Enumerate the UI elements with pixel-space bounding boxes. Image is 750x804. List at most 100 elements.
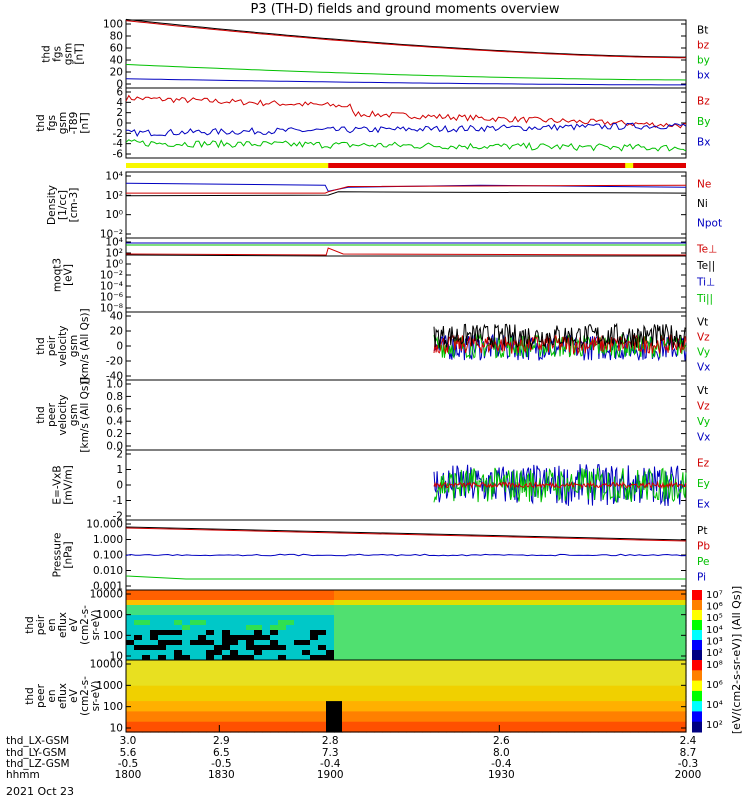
spectrogram-cell: [446, 650, 455, 656]
spectrogram-cell: [662, 660, 671, 666]
y-tick-label: -2: [113, 128, 123, 140]
spectrogram-cell: [398, 675, 407, 682]
spectrogram-cell: [462, 696, 471, 702]
spectrogram-cell: [438, 685, 447, 692]
y-tick-label: 0: [116, 79, 123, 91]
spectrogram-cell: [678, 605, 687, 611]
spectrogram-cell: [166, 706, 175, 712]
spectrogram-cell: [166, 665, 175, 671]
spectrogram-cell: [238, 701, 247, 707]
spectrogram-cell: [646, 690, 655, 697]
spectrogram-cell: [206, 680, 215, 687]
spectrogram-cell: [542, 660, 551, 666]
spectrogram-cell: [174, 620, 183, 626]
spectrogram-cell: [390, 615, 399, 621]
spectrogram-cell: [190, 590, 199, 596]
y-tick-label: 0.8: [106, 391, 123, 403]
spectrogram-cell: [494, 610, 503, 616]
spectrogram-cell: [374, 645, 383, 651]
spectrogram-cell: [286, 635, 295, 641]
spectrogram-cell: [598, 595, 607, 601]
colorbar-tick-label: 10³: [706, 636, 723, 647]
spectrogram-cell: [206, 685, 215, 692]
spectrogram-cell: [654, 615, 663, 621]
spectrogram-cell: [222, 685, 231, 692]
spectrogram-cell: [206, 640, 215, 646]
spectrogram-cell: [486, 660, 495, 666]
spectrogram-cell: [598, 675, 607, 682]
spectrogram-cell: [294, 716, 303, 723]
spectrogram-cell: [414, 615, 423, 621]
x-tick-label: 2.8: [322, 735, 339, 747]
spectrogram-cell: [334, 625, 343, 631]
spectrogram-cell: [422, 726, 431, 733]
spectrogram-cell: [134, 640, 143, 646]
spectrogram-cell: [574, 721, 583, 728]
spectrogram-cell: [462, 620, 471, 626]
spectrogram-cell: [182, 706, 191, 712]
spectrogram-cell: [406, 665, 415, 671]
spectrogram-cell: [630, 650, 639, 656]
spectrogram-cell: [430, 665, 439, 671]
spectrogram-cell: [350, 590, 359, 596]
spectrogram-cell: [246, 726, 255, 733]
spectrogram-cell: [262, 605, 271, 611]
spectrogram-cell: [606, 685, 615, 692]
spectrogram-cell: [134, 625, 143, 631]
y-tick-label: 0.010: [93, 565, 123, 577]
spectrogram-cell: [462, 590, 471, 596]
spectrogram-cell: [494, 726, 503, 733]
spectrogram-cell: [358, 605, 367, 611]
spectrogram-cell: [350, 640, 359, 646]
spectrogram-cell: [326, 685, 335, 692]
spectrogram-cell: [622, 600, 631, 606]
spectrogram-cell: [318, 711, 327, 718]
spectrogram-cell: [214, 660, 223, 666]
spectrogram-cell: [198, 640, 207, 646]
spectrogram-cell: [166, 605, 175, 611]
spectrogram-cell: [158, 711, 167, 718]
spectrogram-cell: [614, 660, 623, 666]
spectrogram-cell: [422, 615, 431, 621]
spectrogram-cell: [246, 690, 255, 697]
legend-entry: Vy: [697, 416, 710, 428]
x-tick-label: 2000: [675, 769, 702, 781]
spectrogram-cell: [318, 696, 327, 702]
spectrogram-cell: [558, 640, 567, 646]
spectrogram-cell: [126, 640, 135, 646]
spectrogram-cell: [230, 620, 239, 626]
spectrogram-cell: [590, 625, 599, 631]
spectrogram-cell: [438, 706, 447, 712]
spectrogram-cell: [286, 685, 295, 692]
spectrogram-cell: [662, 595, 671, 601]
spectrogram-cell: [398, 701, 407, 707]
spectrogram-cell: [318, 645, 327, 651]
spectrogram-cell: [614, 706, 623, 712]
spectrogram-cell: [494, 620, 503, 626]
spectrogram-cell: [174, 696, 183, 702]
spectrogram-cell: [366, 625, 375, 631]
y-axis-label: [1/cc]: [57, 190, 69, 220]
spectrogram-cell: [366, 696, 375, 702]
spectrogram-cell: [278, 640, 287, 646]
spectrogram-cell: [214, 625, 223, 631]
spectrogram-cell: [334, 635, 343, 641]
spectrogram-cell: [446, 625, 455, 631]
spectrogram-cell: [670, 640, 679, 646]
spectrogram-cell: [598, 615, 607, 621]
spectrogram-cell: [558, 615, 567, 621]
spectrogram-cell: [134, 726, 143, 733]
spectrogram-cell: [126, 655, 135, 661]
spectrogram-cell: [550, 620, 559, 626]
spectrogram-cell: [222, 620, 231, 626]
spectrogram-cell: [302, 630, 311, 636]
spectrogram-cell: [670, 660, 679, 666]
spectrogram-cell: [422, 675, 431, 682]
spectrogram-cell: [214, 716, 223, 723]
spectrogram-cell: [214, 645, 223, 651]
spectrogram-cell: [358, 590, 367, 596]
spectrogram-cell: [166, 650, 175, 656]
spectrogram-cell: [358, 696, 367, 702]
spectrogram-cell: [198, 605, 207, 611]
spectrogram-cell: [414, 610, 423, 616]
